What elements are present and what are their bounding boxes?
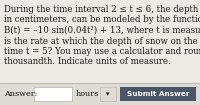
Text: hours: hours (76, 90, 99, 98)
FancyBboxPatch shape (0, 0, 200, 83)
Text: thousandth. Indicate units of measure.: thousandth. Indicate units of measure. (4, 58, 171, 66)
FancyBboxPatch shape (0, 83, 200, 105)
Text: During the time interval 2 ≤ t ≤ 6, the depth of snow on the ground,: During the time interval 2 ≤ t ≤ 6, the … (4, 5, 200, 14)
Text: time t = 5? You may use a calculator and round to the nearest: time t = 5? You may use a calculator and… (4, 47, 200, 56)
FancyBboxPatch shape (120, 87, 196, 101)
FancyBboxPatch shape (100, 87, 116, 101)
Text: Submit Answer: Submit Answer (127, 91, 189, 97)
Text: B(t) = –10 sin(0.04t²) + 13, where t is measured in hours. What: B(t) = –10 sin(0.04t²) + 13, where t is … (4, 26, 200, 35)
Text: in centimeters, can be modeled by the function: in centimeters, can be modeled by the fu… (4, 16, 200, 24)
FancyBboxPatch shape (34, 87, 72, 101)
Text: ▾: ▾ (106, 91, 110, 97)
Text: Answer:: Answer: (4, 90, 37, 98)
Text: is the rate at which the depth of snow on the ground is changing at: is the rate at which the depth of snow o… (4, 37, 200, 45)
